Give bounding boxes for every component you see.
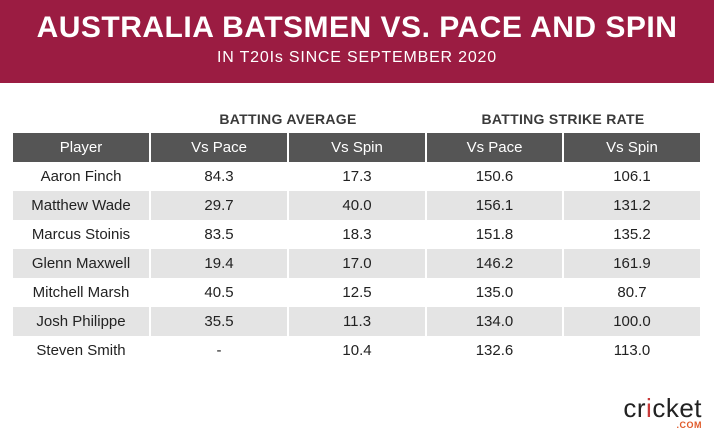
cell-sr-vs-spin: 161.9 bbox=[563, 249, 700, 278]
cell-avg-vs-pace: 84.3 bbox=[150, 162, 289, 191]
cell-player: Matthew Wade bbox=[13, 191, 151, 220]
logo-dotcom: .COM bbox=[676, 420, 702, 430]
cell-avg-vs-spin: 40.0 bbox=[288, 191, 427, 220]
chart-title: AUSTRALIA BATSMEN VS. PACE AND SPIN bbox=[36, 11, 678, 44]
column-header-sr-vs-pace: Vs Pace bbox=[426, 133, 564, 162]
cell-sr-vs-spin: 135.2 bbox=[563, 220, 700, 249]
cell-player: Aaron Finch bbox=[13, 162, 151, 191]
cell-avg-vs-pace: 35.5 bbox=[150, 307, 289, 336]
logo-ball-letter: i bbox=[646, 393, 653, 423]
cell-player: Josh Philippe bbox=[13, 307, 151, 336]
group-header-batting-strike-rate: BATTING STRIKE RATE bbox=[481, 111, 645, 127]
column-header-player: Player bbox=[13, 133, 151, 162]
cell-sr-vs-pace: 135.0 bbox=[426, 278, 564, 307]
cell-player: Marcus Stoinis bbox=[13, 220, 151, 249]
cell-sr-vs-pace: 132.6 bbox=[426, 336, 564, 365]
cell-sr-vs-spin: 80.7 bbox=[563, 278, 700, 307]
table-row: Aaron Finch 84.3 17.3 150.6 106.1 bbox=[13, 162, 700, 191]
cell-player: Glenn Maxwell bbox=[13, 249, 151, 278]
cell-avg-vs-spin: 17.0 bbox=[288, 249, 427, 278]
table-row: Glenn Maxwell 19.4 17.0 146.2 161.9 bbox=[13, 249, 700, 278]
table-row: Josh Philippe 35.5 11.3 134.0 100.0 bbox=[13, 307, 700, 336]
table-row: Marcus Stoinis 83.5 18.3 151.8 135.2 bbox=[13, 220, 700, 249]
logo-text-post: cket bbox=[652, 393, 702, 423]
cell-avg-vs-pace: 29.7 bbox=[150, 191, 289, 220]
cricket-com-logo: cricket .COM bbox=[572, 393, 702, 433]
table-row: Matthew Wade 29.7 40.0 156.1 131.2 bbox=[13, 191, 700, 220]
cell-avg-vs-spin: 10.4 bbox=[288, 336, 427, 365]
cell-sr-vs-pace: 146.2 bbox=[426, 249, 564, 278]
cell-player: Mitchell Marsh bbox=[13, 278, 151, 307]
table-header-row: Player Vs Pace Vs Spin Vs Pace Vs Spin bbox=[13, 133, 700, 162]
stats-table: Player Vs Pace Vs Spin Vs Pace Vs Spin A… bbox=[13, 133, 700, 365]
cell-player: Steven Smith bbox=[13, 336, 151, 365]
cell-sr-vs-pace: 150.6 bbox=[426, 162, 564, 191]
cell-sr-vs-pace: 156.1 bbox=[426, 191, 564, 220]
cell-sr-vs-pace: 134.0 bbox=[426, 307, 564, 336]
cell-avg-vs-spin: 17.3 bbox=[288, 162, 427, 191]
table-row: Mitchell Marsh 40.5 12.5 135.0 80.7 bbox=[13, 278, 700, 307]
cell-avg-vs-spin: 11.3 bbox=[288, 307, 427, 336]
cell-avg-vs-pace: 19.4 bbox=[150, 249, 289, 278]
column-header-sr-vs-spin: Vs Spin bbox=[563, 133, 700, 162]
cell-sr-vs-spin: 106.1 bbox=[563, 162, 700, 191]
cell-avg-vs-spin: 18.3 bbox=[288, 220, 427, 249]
cell-avg-vs-pace: 83.5 bbox=[150, 220, 289, 249]
column-header-avg-vs-pace: Vs Pace bbox=[150, 133, 289, 162]
table-row: Steven Smith -10.4 132.6 113.0 bbox=[13, 336, 700, 365]
title-banner: AUSTRALIA BATSMEN VS. PACE AND SPIN IN T… bbox=[0, 0, 714, 83]
logo-wordmark: cricket bbox=[623, 393, 702, 424]
logo-text-pre: cr bbox=[623, 393, 647, 423]
cell-avg-vs-pace: - bbox=[150, 336, 289, 365]
table-body: Aaron Finch 84.3 17.3 150.6 106.1 Matthew Wad… bbox=[13, 162, 700, 365]
cell-sr-vs-spin: 131.2 bbox=[563, 191, 700, 220]
cell-sr-vs-spin: 113.0 bbox=[563, 336, 700, 365]
chart-subtitle: IN T20Is SINCE SEPTEMBER 2020 bbox=[217, 49, 497, 66]
cell-sr-vs-spin: 100.0 bbox=[563, 307, 700, 336]
cell-avg-vs-pace: 40.5 bbox=[150, 278, 289, 307]
cell-avg-vs-spin: 12.5 bbox=[288, 278, 427, 307]
group-header-batting-average: BATTING AVERAGE bbox=[219, 111, 357, 127]
column-header-avg-vs-spin: Vs Spin bbox=[288, 133, 427, 162]
cell-sr-vs-pace: 151.8 bbox=[426, 220, 564, 249]
